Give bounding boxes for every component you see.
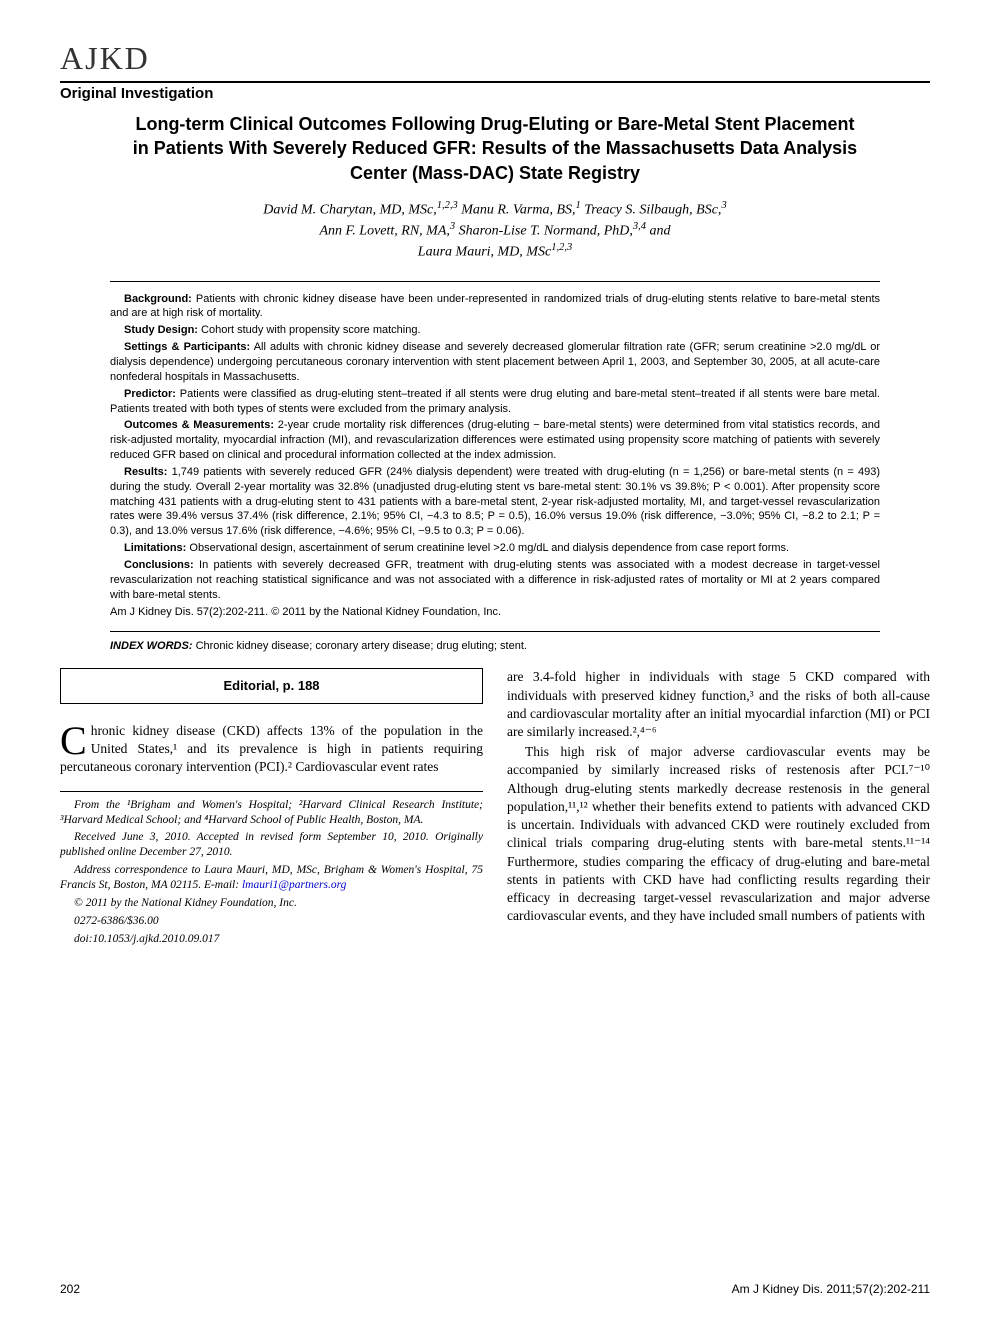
abstract-text: In patients with severely decreased GFR,… xyxy=(110,559,880,601)
correspondence-email[interactable]: lmauri1@partners.org xyxy=(242,879,346,891)
body-paragraph: Chronic kidney disease (CKD) affects 13%… xyxy=(60,722,483,777)
body-paragraph: This high risk of major adverse cardiova… xyxy=(507,743,930,925)
abstract-text: Patients were classified as drug-eluting… xyxy=(110,388,880,415)
affil-received: Received June 3, 2010. Accepted in revis… xyxy=(60,830,483,860)
affiliations-block: From the ¹Brigham and Women's Hospital; … xyxy=(60,791,483,947)
journal-logo: AJKD xyxy=(60,40,930,77)
body-columns: Editorial, p. 188 Chronic kidney disease… xyxy=(60,668,930,950)
abstract-text: Observational design, ascertainment of s… xyxy=(189,542,789,554)
page-footer: 202 Am J Kidney Dis. 2011;57(2):202-211 xyxy=(60,1282,930,1296)
abstract-label: Limitations: xyxy=(124,542,186,554)
column-left: Editorial, p. 188 Chronic kidney disease… xyxy=(60,668,483,950)
article-authors: David M. Charytan, MD, MSc,1,2,3 Manu R.… xyxy=(140,199,850,263)
dropcap: C xyxy=(60,722,91,757)
section-type: Original Investigation xyxy=(60,85,930,102)
body-paragraph: are 3.4-fold higher in individuals with … xyxy=(507,668,930,741)
article-title: Long-term Clinical Outcomes Following Dr… xyxy=(130,112,860,185)
rule-thick xyxy=(60,81,930,83)
abstract-text: 1,749 patients with severely reduced GFR… xyxy=(110,466,880,537)
abstract-citation: Am J Kidney Dis. 57(2):202-211. © 2011 b… xyxy=(110,605,880,620)
abstract-label: Study Design: xyxy=(124,324,198,336)
affil-copyright: © 2011 by the National Kidney Foundation… xyxy=(60,896,483,911)
affil-issn: 0272-6386/$36.00 xyxy=(60,914,483,929)
affil-correspondence: Address correspondence to Laura Mauri, M… xyxy=(60,863,483,893)
footer-citation: Am J Kidney Dis. 2011;57(2):202-211 xyxy=(732,1282,930,1296)
abstract-label: Results: xyxy=(124,466,167,478)
abstract-text: Cohort study with propensity score match… xyxy=(201,324,421,336)
abstract-label: Conclusions: xyxy=(124,559,194,571)
abstract-label: Predictor: xyxy=(124,388,176,400)
abstract-label: Outcomes & Measurements: xyxy=(124,419,274,431)
page-number: 202 xyxy=(60,1282,80,1296)
affil-from: From the ¹Brigham and Women's Hospital; … xyxy=(60,798,483,828)
body-text: hronic kidney disease (CKD) affects 13% … xyxy=(60,723,483,774)
index-text: Chronic kidney disease; coronary artery … xyxy=(196,640,527,652)
index-words: INDEX WORDS: Chronic kidney disease; cor… xyxy=(110,640,880,652)
index-label: INDEX WORDS: xyxy=(110,640,193,652)
column-right: are 3.4-fold higher in individuals with … xyxy=(507,668,930,950)
abstract-label: Background: xyxy=(124,293,192,305)
abstract-block: Background: Patients with chronic kidney… xyxy=(110,281,880,633)
editorial-box: Editorial, p. 188 xyxy=(60,668,483,704)
affil-doi: doi:10.1053/j.ajkd.2010.09.017 xyxy=(60,932,483,947)
abstract-label: Settings & Participants: xyxy=(124,341,250,353)
abstract-text: Patients with chronic kidney disease hav… xyxy=(110,293,880,320)
